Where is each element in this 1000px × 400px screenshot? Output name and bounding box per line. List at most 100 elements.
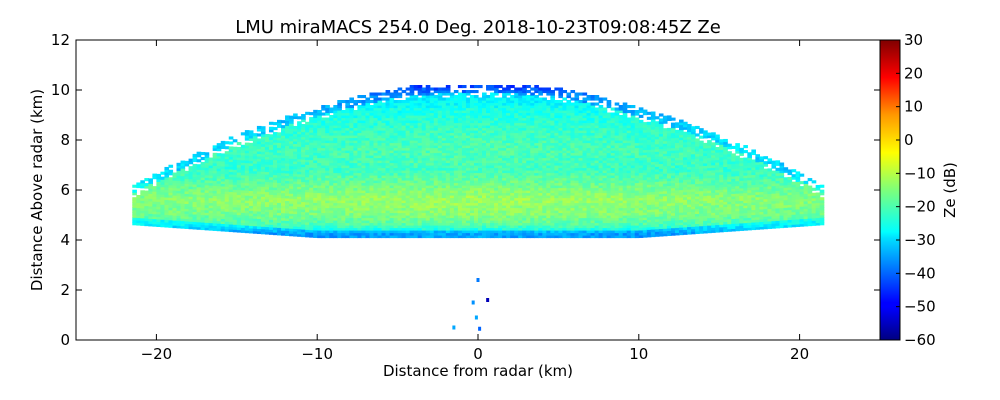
- echo-cell: [325, 175, 330, 179]
- echo-cell: [325, 172, 330, 176]
- echo-cell: [498, 140, 503, 144]
- echo-cell: [212, 187, 218, 191]
- echo-cell: [518, 192, 523, 196]
- echo-cell: [437, 152, 443, 156]
- echo-cell: [385, 177, 391, 181]
- echo-cell: [417, 185, 423, 189]
- echo-cell: [260, 138, 266, 142]
- echo-cell: [357, 95, 363, 99]
- echo-cell: [281, 172, 286, 176]
- echo-cell: [361, 137, 367, 141]
- echo-cell: [277, 124, 282, 128]
- echo-cell: [208, 222, 214, 226]
- echo-cell: [264, 186, 270, 190]
- echo-cell: [325, 127, 330, 131]
- echo-cell: [196, 226, 202, 230]
- echo-cell: [228, 196, 234, 200]
- echo-cell: [478, 227, 483, 231]
- echo-cell: [369, 197, 375, 201]
- echo-cell: [469, 90, 475, 94]
- echo-cell: [542, 207, 547, 211]
- echo-cell: [542, 232, 547, 236]
- echo-cell: [297, 153, 302, 157]
- echo-cell: [164, 206, 170, 211]
- echo-cell: [522, 185, 527, 189]
- echo-cell: [393, 185, 399, 189]
- echo-cell: [482, 167, 487, 171]
- echo-cell: [542, 110, 547, 114]
- echo-cell: [353, 210, 358, 214]
- echo-cell: [393, 165, 399, 169]
- echo-cell: [469, 175, 475, 179]
- echo-cell: [538, 205, 543, 209]
- echo-cell: [554, 210, 559, 214]
- echo-cell: [212, 162, 218, 166]
- echo-cell: [441, 192, 447, 196]
- echo-cell: [405, 92, 411, 96]
- echo-cell: [542, 120, 547, 124]
- echo-cell: [417, 107, 423, 111]
- echo-cell: [538, 155, 543, 159]
- echo-cell: [526, 175, 531, 179]
- echo-cell: [345, 157, 350, 161]
- echo-cell: [498, 120, 503, 124]
- echo-cell: [277, 224, 282, 228]
- echo-cell: [425, 222, 431, 226]
- echo-cell: [445, 232, 451, 236]
- echo-cell: [393, 182, 399, 186]
- echo-cell: [461, 222, 467, 226]
- echo-cell: [264, 208, 270, 213]
- echo-cell: [168, 179, 174, 183]
- echo-cell: [317, 127, 322, 131]
- echo-cell: [502, 112, 507, 116]
- echo-cell: [429, 120, 435, 124]
- echo-cell: [317, 147, 322, 151]
- echo-cell: [534, 107, 539, 111]
- echo-cell: [272, 172, 278, 176]
- echo-cell: [413, 140, 419, 144]
- echo-cell: [498, 157, 503, 161]
- echo-cell: [421, 152, 427, 156]
- echo-cell: [522, 102, 527, 106]
- echo-cell: [490, 120, 495, 124]
- echo-cell: [341, 155, 346, 159]
- echo-cell: [252, 218, 258, 222]
- echo-cell: [309, 177, 314, 181]
- echo-cell: [369, 120, 375, 124]
- echo-cell: [349, 97, 354, 101]
- echo-cell: [248, 210, 254, 214]
- echo-cell: [353, 155, 358, 159]
- echo-cell: [542, 157, 547, 161]
- echo-cell: [220, 210, 226, 214]
- echo-cell: [152, 196, 157, 200]
- echo-cell: [329, 202, 334, 206]
- echo-cell: [469, 95, 475, 99]
- echo-cell: [140, 212, 145, 216]
- echo-cell: [293, 165, 298, 170]
- echo-cell: [417, 207, 423, 211]
- echo-cell: [465, 112, 471, 116]
- echo-cell: [164, 219, 170, 223]
- echo-cell: [417, 172, 423, 176]
- echo-cell: [373, 212, 379, 216]
- echo-cell: [461, 182, 467, 186]
- echo-cell: [200, 211, 206, 216]
- echo-cell: [465, 215, 471, 219]
- echo-cell: [417, 175, 423, 179]
- echo-cell: [216, 198, 222, 202]
- echo-cell: [281, 130, 286, 134]
- echo-cell: [321, 175, 326, 179]
- echo-cell: [333, 187, 338, 191]
- echo-cell: [534, 127, 539, 131]
- echo-cell: [232, 191, 238, 195]
- echo-cell: [453, 215, 459, 219]
- echo-cell: [417, 230, 423, 234]
- echo-cell: [433, 205, 439, 209]
- echo-cell: [522, 110, 527, 114]
- echo-cell: [486, 175, 491, 179]
- echo-cell: [369, 200, 375, 204]
- echo-cell: [498, 115, 503, 119]
- echo-cell: [172, 192, 178, 196]
- echo-cell: [510, 132, 515, 136]
- echo-cell: [478, 147, 483, 151]
